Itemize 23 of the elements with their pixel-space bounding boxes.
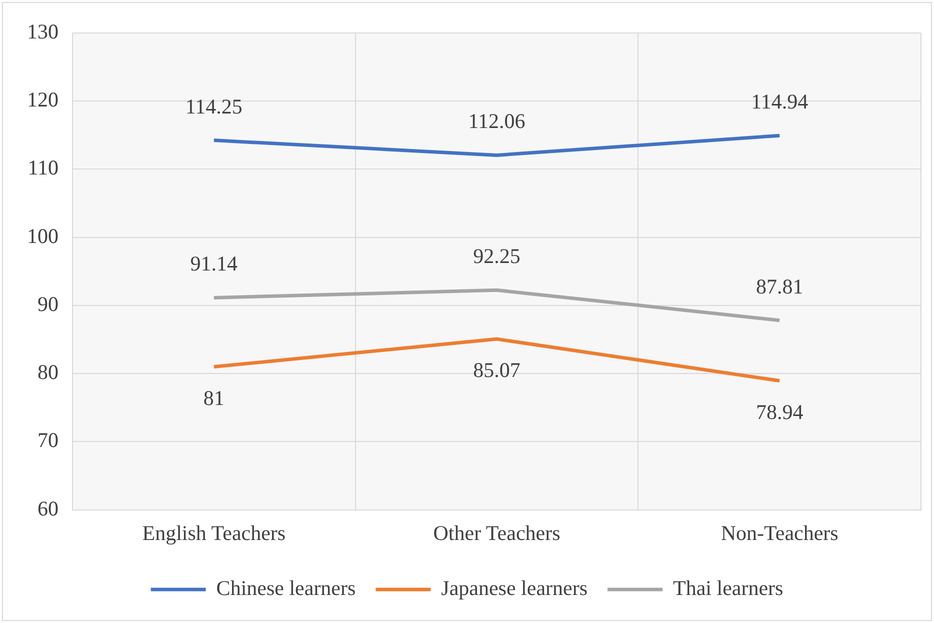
x-tick-label: Non-Teachers (720, 520, 838, 545)
y-tick-label: 100 (27, 224, 58, 248)
y-tick-label: 60 (38, 496, 58, 520)
data-label: 112.06 (468, 109, 526, 134)
y-tick-label: 110 (28, 156, 58, 180)
x-tick-label: Other Teachers (433, 520, 560, 545)
data-label: 91.14 (190, 252, 238, 276)
data-label: 81 (203, 386, 224, 410)
legend-label: Chinese learners (216, 576, 356, 600)
data-label: 114.94 (751, 90, 809, 114)
y-tick-label: 90 (38, 292, 58, 316)
x-tick-label: English Teachers (142, 520, 286, 545)
y-tick-label: 120 (27, 88, 58, 112)
data-label: 78.94 (756, 400, 804, 424)
y-tick-label: 80 (38, 360, 58, 384)
data-label: 87.81 (756, 274, 804, 298)
data-label: 114.25 (185, 94, 242, 118)
legend-label: Thai learners (673, 576, 784, 600)
data-label: 85.07 (473, 358, 520, 382)
y-tick-label: 130 (27, 20, 58, 44)
legend-label: Japanese learners (441, 576, 588, 600)
y-tick-label: 70 (38, 428, 58, 452)
data-label: 92.25 (473, 244, 520, 268)
